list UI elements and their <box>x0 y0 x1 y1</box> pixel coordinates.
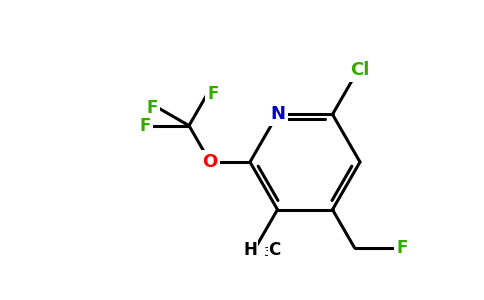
Text: N: N <box>270 105 285 123</box>
Text: F: F <box>139 117 151 135</box>
Text: 3: 3 <box>263 246 272 259</box>
Text: Cl: Cl <box>350 61 369 79</box>
Text: C: C <box>269 241 281 259</box>
Text: H: H <box>243 241 257 259</box>
Text: O: O <box>202 153 218 171</box>
Text: F: F <box>146 99 157 117</box>
Text: F: F <box>397 239 408 257</box>
Text: F: F <box>207 85 219 103</box>
